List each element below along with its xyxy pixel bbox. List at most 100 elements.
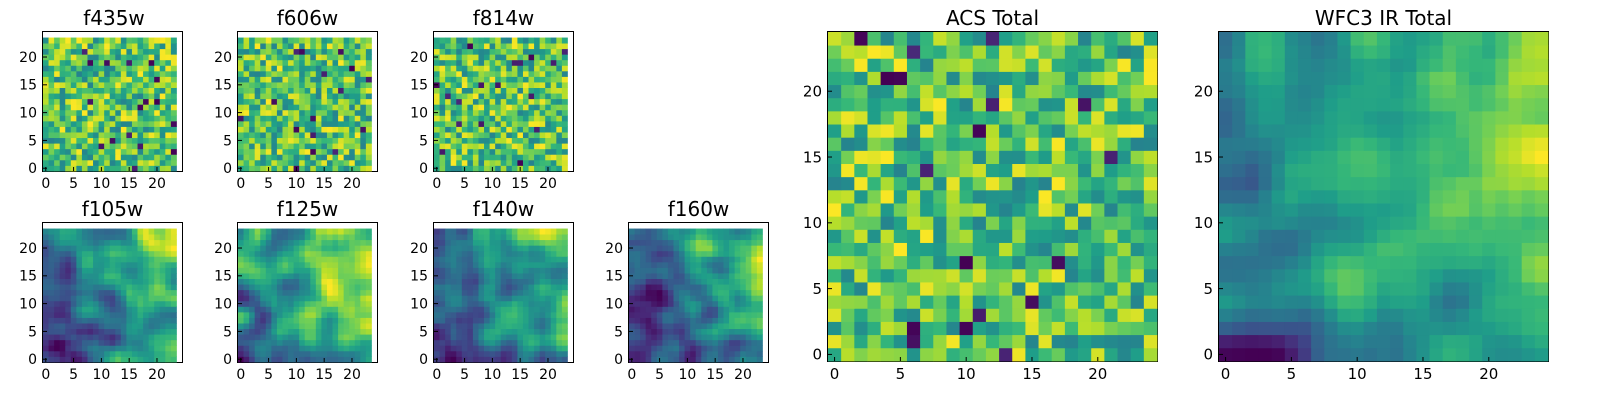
heatmap-cell	[54, 59, 61, 66]
heatmap-cell	[70, 256, 77, 263]
heatmap-cell	[1051, 282, 1066, 296]
heatmap-cell	[1104, 124, 1118, 138]
heatmap-cell	[76, 350, 83, 357]
heatmap-cell	[76, 93, 83, 100]
heatmap-cell	[920, 84, 934, 99]
heatmap-cell	[131, 43, 138, 50]
heatmap-cell	[712, 350, 719, 357]
x-tick-label: 5	[264, 367, 273, 383]
heatmap-cell	[299, 273, 306, 279]
heatmap-cell	[93, 154, 99, 161]
heatmap-cell	[148, 82, 155, 88]
heatmap-cell	[271, 250, 278, 257]
heatmap-cell	[545, 234, 552, 241]
heatmap-cell	[126, 93, 133, 100]
heatmap-cell	[828, 32, 842, 46]
heatmap-cell	[104, 43, 111, 50]
heatmap-cell	[170, 345, 177, 352]
heatmap-cell	[276, 345, 283, 352]
heatmap-cell	[131, 87, 138, 94]
heatmap-cell	[946, 163, 960, 178]
heatmap-cell	[165, 350, 172, 357]
heatmap-cell	[561, 126, 568, 133]
heatmap-cell	[695, 289, 702, 296]
heatmap-cell	[59, 54, 66, 61]
heatmap-cell	[629, 256, 635, 263]
heatmap-cell	[332, 54, 339, 61]
heatmap-cell	[265, 104, 272, 111]
heatmap-cell	[315, 132, 322, 139]
heatmap-cell	[561, 109, 568, 116]
heatmap-cell	[87, 273, 94, 279]
heatmap-cell	[120, 159, 127, 166]
heatmap-cell	[629, 228, 635, 235]
heatmap-cell	[282, 311, 289, 318]
heatmap-cell	[756, 323, 763, 330]
heatmap-cell	[645, 267, 652, 274]
heatmap-cell	[461, 334, 468, 341]
heatmap-cell	[999, 255, 1013, 270]
heatmap-cell	[271, 65, 278, 72]
heatmap-cell	[87, 311, 94, 318]
heatmap-cell	[500, 328, 507, 335]
heatmap-cell	[126, 148, 133, 155]
heatmap-cell	[673, 317, 680, 324]
heatmap-cell	[249, 339, 256, 346]
heatmap-cell	[461, 311, 468, 318]
heatmap-cell	[360, 234, 367, 241]
heatmap-cell	[254, 289, 261, 296]
heatmap-cell	[717, 267, 724, 274]
heatmap-cell	[679, 284, 685, 291]
heatmap-cell	[662, 239, 669, 246]
heatmap-cell	[1130, 124, 1145, 138]
heatmap-cell	[684, 228, 691, 235]
heatmap-cell	[310, 278, 317, 285]
heatmap-cell	[1143, 163, 1158, 178]
heatmap-cell	[561, 328, 568, 335]
heatmap-cell	[1104, 229, 1118, 243]
heatmap-cell	[550, 345, 557, 352]
heatmap-cell	[120, 267, 127, 274]
heatmap-cell	[143, 234, 150, 241]
heatmap-cell	[360, 148, 367, 155]
heatmap-cell	[495, 317, 502, 324]
heatmap-cell	[143, 356, 150, 363]
heatmap-cell	[1245, 308, 1259, 322]
heatmap-cell	[723, 284, 730, 291]
heatmap-cell	[276, 234, 283, 241]
heatmap-cell	[461, 43, 468, 50]
heatmap-cell	[1271, 295, 1286, 309]
heatmap-cell	[288, 334, 294, 341]
heatmap-cell	[690, 261, 697, 268]
heatmap-cell	[326, 267, 333, 274]
heatmap-cell	[472, 323, 479, 330]
heatmap-cell	[293, 300, 300, 307]
heatmap-cell	[310, 267, 317, 274]
heatmap-cell	[472, 278, 479, 285]
heatmap-cell	[545, 345, 552, 352]
heatmap-cell	[734, 228, 741, 235]
heatmap-cell	[343, 339, 350, 346]
heatmap-cell	[1012, 137, 1026, 151]
heatmap-cell	[115, 317, 122, 324]
heatmap-cell	[1051, 84, 1066, 99]
heatmap-cell	[1130, 203, 1145, 217]
heatmap-cell	[326, 311, 333, 318]
heatmap-cell	[478, 300, 485, 307]
heatmap-cell	[354, 289, 361, 296]
heatmap-cell	[43, 306, 49, 313]
heatmap-cell	[293, 328, 300, 335]
heatmap-cell	[81, 48, 88, 55]
heatmap-cell	[434, 284, 440, 291]
heatmap-cell	[54, 328, 61, 335]
heatmap-cell	[706, 278, 713, 285]
heatmap-cell	[550, 278, 557, 285]
heatmap-cell	[667, 278, 674, 285]
heatmap-cell	[528, 37, 535, 44]
heatmap-cell	[70, 278, 77, 285]
heatmap-cell	[293, 37, 300, 44]
heatmap-cell	[54, 148, 61, 155]
heatmap-cell	[148, 120, 155, 127]
heatmap-cell	[143, 143, 150, 150]
heatmap-cell	[338, 239, 345, 246]
